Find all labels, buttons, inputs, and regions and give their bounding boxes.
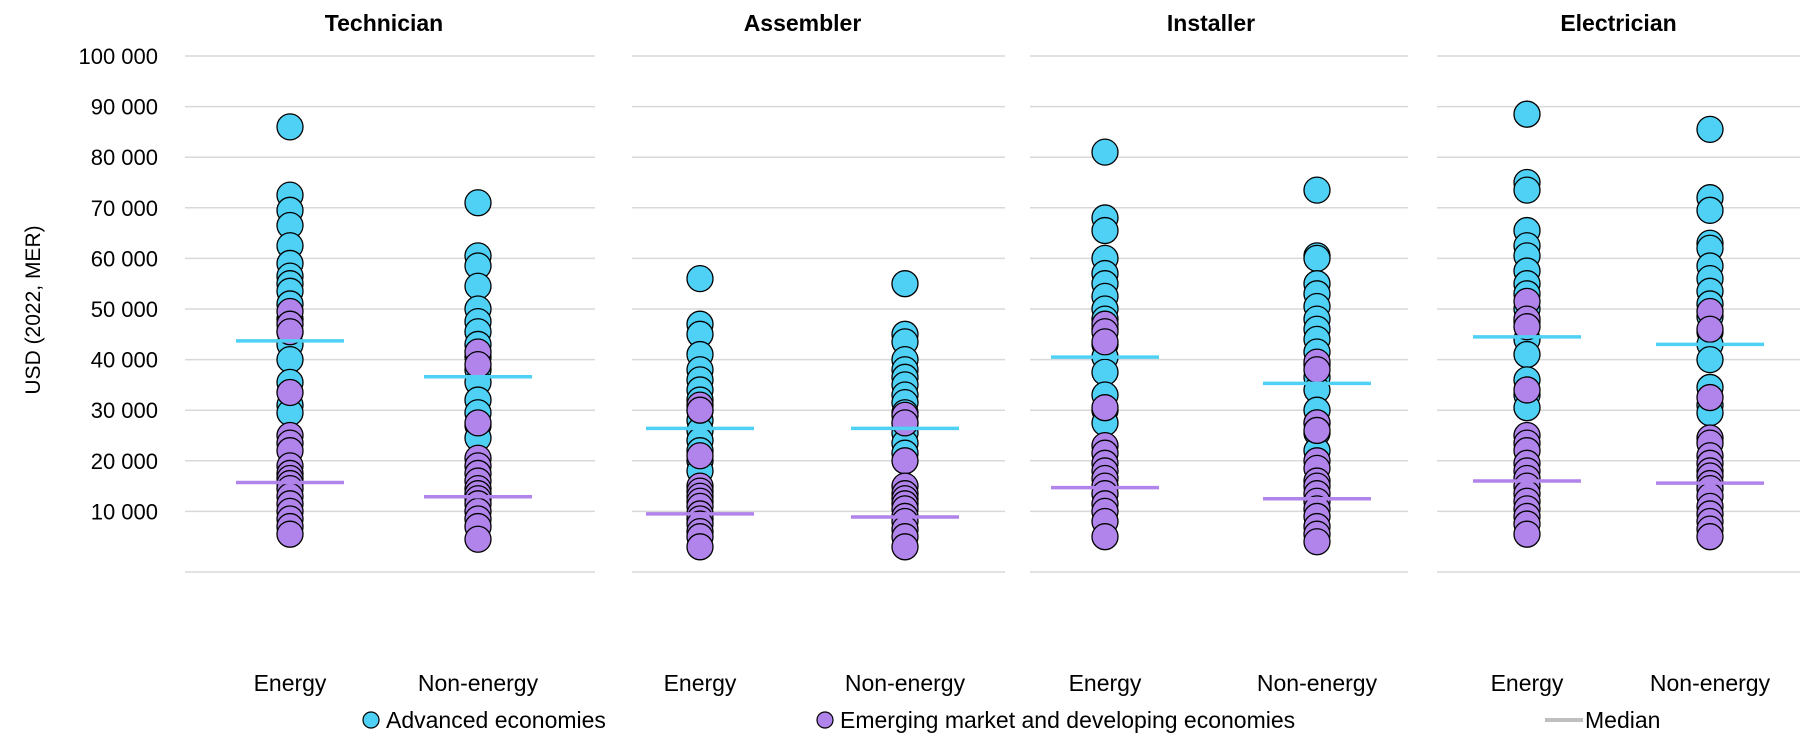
emerging-economy-point (1513, 520, 1541, 548)
emerging-economy-point (464, 351, 492, 379)
panel-titles: Technician Assembler Installer Electrician (325, 10, 1677, 36)
emerging-economy-point (464, 409, 492, 437)
y-tick-label: 60 000 (91, 246, 158, 271)
emerging-economy-point (276, 318, 304, 346)
advanced-economy-point (1303, 244, 1331, 273)
advanced-economy-point (1513, 100, 1541, 128)
advanced-economy-point (1696, 345, 1724, 374)
advanced-legend-label: Advanced economies (386, 707, 606, 733)
advanced-economy-point (1696, 196, 1724, 224)
y-tick-label: 30 000 (91, 398, 158, 423)
emerging-legend-label: Emerging market and developing economies (840, 707, 1295, 733)
y-tick-label: 50 000 (91, 297, 158, 322)
emerging-economy-point (1091, 523, 1119, 551)
emerging-economy-point (1303, 528, 1331, 556)
y-axis: USD (2022, MER) 10 000 20 000 30 000 40 000… (22, 44, 158, 524)
category-label: Non-energy (845, 670, 966, 696)
median-legend-label: Median (1585, 707, 1660, 733)
emerging-economy-point (891, 533, 919, 561)
emerging-economy-point (1091, 394, 1119, 422)
y-tick-label: 80 000 (91, 145, 158, 170)
y-tick-label: 100 000 (78, 44, 158, 69)
advanced-economy-point (1513, 340, 1541, 369)
advanced-economy-point (891, 270, 919, 298)
y-tick-label: 90 000 (91, 95, 158, 120)
category-label: Energy (664, 670, 737, 696)
emerging-economy-point (1513, 313, 1541, 341)
emerging-economy-point (1696, 523, 1724, 551)
emerging-economy-point (1696, 383, 1724, 412)
advanced-economy-point (1696, 115, 1724, 144)
emerging-economy-point (1696, 315, 1724, 343)
y-tick-label: 40 000 (91, 348, 158, 373)
panel-title: Assembler (744, 10, 862, 36)
advanced-economy-point (276, 345, 304, 374)
advanced-economy-point (464, 272, 492, 300)
advanced-economy-point (1513, 176, 1541, 204)
category-label: Energy (1491, 670, 1564, 696)
y-tick-label: 70 000 (91, 196, 158, 221)
median-lines (236, 335, 1764, 519)
emerging-economy-point (1303, 416, 1331, 445)
emerging-legend-marker (816, 711, 834, 729)
panel-title: Electrician (1560, 10, 1676, 36)
category-label: Non-energy (418, 670, 539, 696)
category-labels: Energy Non-energy Energy Non-energy Energy No… (254, 670, 1771, 696)
y-axis-label: USD (2022, MER) (22, 225, 45, 394)
emerging-economy-point (464, 525, 492, 553)
advanced-economy-point (1091, 138, 1119, 166)
emerging-economy-point (686, 396, 714, 424)
panel-title: Installer (1167, 10, 1255, 36)
emerging-economy-point (891, 447, 919, 475)
advanced-economy-point (686, 264, 714, 293)
y-tick-label: 20 000 (91, 449, 158, 474)
category-label: Non-energy (1650, 670, 1771, 696)
data-points (276, 100, 1724, 561)
emerging-economy-point (276, 520, 304, 548)
category-label: Energy (1069, 670, 1142, 696)
emerging-economy-point (276, 378, 304, 407)
category-label: Energy (254, 670, 327, 696)
emerging-economy-point (1513, 376, 1541, 404)
y-tick-label: 10 000 (91, 499, 158, 524)
advanced-economy-point (1091, 358, 1119, 386)
emerging-economy-point (686, 442, 714, 470)
category-label: Non-energy (1257, 670, 1378, 696)
legend: Advanced economies Emerging market and de… (362, 707, 1660, 733)
gridlines (185, 55, 1800, 573)
panel-title: Technician (325, 10, 443, 36)
emerging-economy-point (891, 409, 919, 437)
advanced-economy-point (1303, 176, 1331, 204)
advanced-economy-point (276, 113, 304, 141)
emerging-economy-point (686, 533, 714, 561)
emerging-economy-point (1091, 328, 1119, 356)
emerging-economy-point (1303, 356, 1331, 384)
advanced-economy-point (464, 189, 492, 217)
advanced-legend-marker (362, 711, 380, 729)
advanced-economy-point (1091, 216, 1119, 245)
